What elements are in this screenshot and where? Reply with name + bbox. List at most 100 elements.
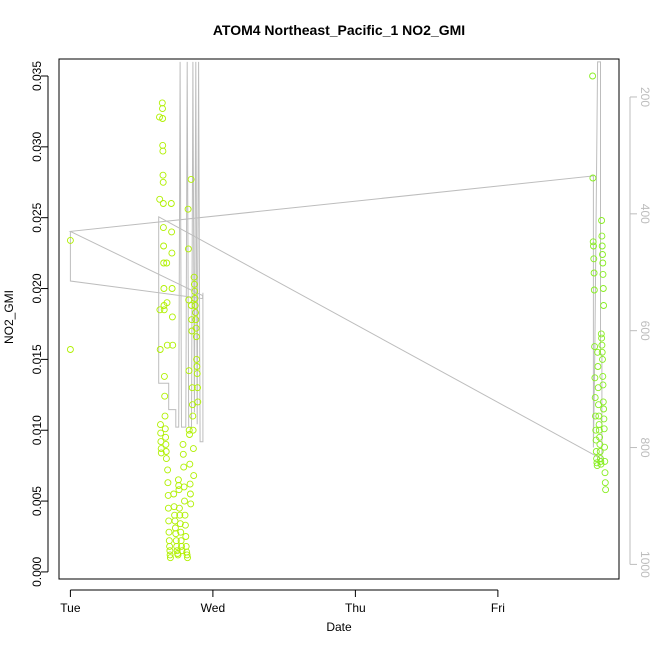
data-point bbox=[599, 398, 607, 406]
data-point bbox=[157, 449, 165, 457]
data-point bbox=[176, 520, 184, 528]
chart-title: ATOM4 Northeast_Pacific_1 NO2_GMI bbox=[213, 22, 465, 38]
y-tick-label: 0.025 bbox=[30, 202, 44, 232]
data-point bbox=[171, 524, 179, 532]
data-point bbox=[171, 517, 179, 525]
data-point bbox=[158, 99, 166, 107]
y-tick-label: 0.010 bbox=[30, 415, 44, 445]
axes-layer: Tue Wed Thu Fri 0.000 0.005 0.010 0.015 0.020 0.0… bbox=[30, 61, 650, 615]
y-tick-label: 0.020 bbox=[30, 273, 44, 303]
data-point bbox=[600, 415, 608, 423]
x-tick-label: Fri bbox=[491, 601, 505, 615]
y-tick-label: 0.000 bbox=[30, 557, 44, 587]
data-point bbox=[593, 462, 601, 470]
data-point bbox=[156, 113, 163, 121]
data-point bbox=[174, 476, 182, 484]
data-point bbox=[192, 316, 200, 324]
data-point bbox=[599, 259, 607, 267]
data-point bbox=[593, 459, 601, 467]
data-point bbox=[161, 392, 169, 400]
data-point bbox=[159, 171, 167, 179]
data-point bbox=[159, 200, 167, 207]
data-point bbox=[191, 302, 199, 309]
data-point bbox=[160, 372, 168, 380]
data-point bbox=[159, 224, 167, 232]
data-point bbox=[592, 448, 600, 455]
data-point bbox=[187, 302, 195, 309]
data-point bbox=[187, 175, 195, 183]
y2-tick-label: 400 bbox=[638, 204, 650, 224]
data-point bbox=[602, 486, 610, 494]
data-point bbox=[594, 348, 602, 356]
data-point bbox=[66, 236, 74, 244]
data-point bbox=[162, 455, 170, 463]
x-tick-label: Thu bbox=[345, 601, 366, 615]
y2-tick-label: 200 bbox=[638, 87, 650, 107]
data-point bbox=[184, 205, 192, 213]
data-point bbox=[600, 405, 608, 413]
data-point bbox=[597, 330, 605, 338]
data-point bbox=[601, 469, 609, 477]
data-point bbox=[167, 200, 175, 207]
y-tick-label: 0.015 bbox=[30, 344, 44, 374]
data-point bbox=[599, 355, 606, 363]
data-point bbox=[598, 217, 606, 224]
data-point bbox=[168, 313, 176, 321]
data-point bbox=[163, 259, 171, 267]
data-point bbox=[173, 542, 181, 550]
data-point bbox=[156, 346, 164, 353]
x-axis-label: Date bbox=[326, 620, 352, 634]
data-point bbox=[189, 412, 197, 420]
data-point bbox=[166, 542, 174, 550]
data-point bbox=[188, 384, 196, 392]
data-point bbox=[175, 486, 183, 494]
data-point bbox=[194, 398, 202, 406]
data-point bbox=[190, 280, 198, 288]
data-point bbox=[191, 287, 199, 295]
data-point bbox=[187, 500, 195, 508]
data-point bbox=[157, 421, 164, 429]
data-point bbox=[179, 450, 187, 458]
data-point bbox=[180, 483, 188, 491]
pressure-line-layer bbox=[68, 61, 603, 461]
data-point bbox=[595, 412, 603, 420]
y2-tick-label: 600 bbox=[638, 321, 650, 341]
data-point bbox=[184, 554, 191, 562]
x-tick-label: Tue bbox=[60, 601, 81, 615]
data-point bbox=[188, 316, 196, 324]
data-point bbox=[591, 343, 599, 351]
y2-tick-label: 1000 bbox=[638, 551, 650, 578]
data-point bbox=[157, 429, 165, 437]
data-point bbox=[165, 528, 173, 536]
data-point bbox=[192, 309, 199, 317]
data-point bbox=[169, 341, 177, 349]
data-point bbox=[194, 384, 201, 392]
pressure-line bbox=[68, 61, 603, 461]
data-point bbox=[168, 285, 176, 292]
data-point bbox=[186, 480, 194, 488]
data-point bbox=[159, 178, 167, 186]
data-point bbox=[193, 370, 201, 378]
data-point bbox=[595, 421, 603, 429]
data-point bbox=[159, 105, 166, 113]
data-point bbox=[191, 295, 199, 302]
data-point bbox=[185, 426, 193, 434]
data-point bbox=[600, 302, 608, 309]
data-point bbox=[161, 412, 169, 420]
data-point bbox=[157, 445, 165, 453]
data-point bbox=[175, 504, 183, 512]
data-point bbox=[599, 372, 607, 380]
data-point bbox=[592, 426, 600, 434]
y-tick-label: 0.030 bbox=[30, 131, 44, 161]
data-point bbox=[183, 551, 191, 559]
data-point bbox=[166, 547, 174, 555]
data-point bbox=[598, 242, 606, 250]
data-point bbox=[193, 363, 201, 370]
data-point bbox=[181, 497, 188, 505]
data-point bbox=[596, 433, 604, 441]
data-point bbox=[162, 440, 170, 448]
data-point bbox=[189, 445, 197, 453]
data-point bbox=[164, 504, 172, 512]
y-tick-label: 0.005 bbox=[30, 486, 44, 516]
data-point bbox=[160, 306, 168, 314]
